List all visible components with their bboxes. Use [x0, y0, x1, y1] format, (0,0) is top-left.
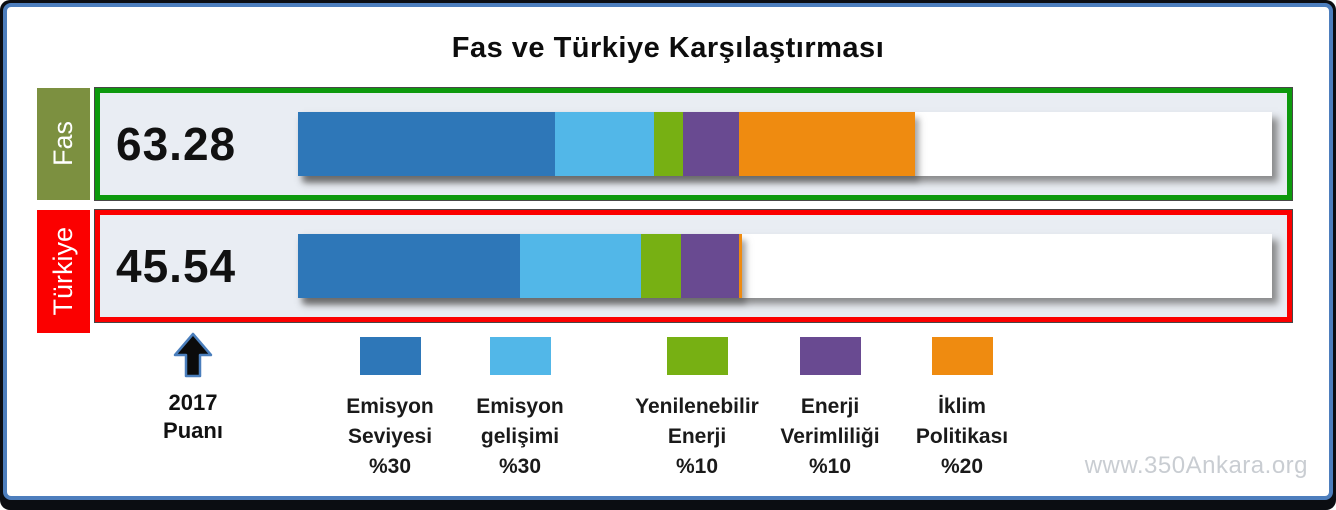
- legend-label: Yenilenebilir Enerji %10: [635, 395, 759, 478]
- bar-segment: [555, 112, 655, 176]
- up-arrow-icon: [173, 332, 213, 378]
- bar-segment: [640, 234, 681, 298]
- score-panel-fas: 63.28: [95, 88, 1292, 200]
- legend-label: Emisyon gelişimi %30: [476, 395, 564, 478]
- legend-swatch-emisyon-gelisimi: [489, 337, 551, 375]
- watermark: www.350Ankara.org: [1084, 452, 1308, 479]
- legend-swatch-emisyon-seviyesi: [359, 337, 421, 375]
- bar-segment: [739, 234, 743, 298]
- score-marker: 2017 Puanı: [148, 332, 238, 445]
- bar-segment: [298, 112, 556, 176]
- legend-swatch-enerji-verimliligi: [799, 337, 861, 375]
- score-value-fas: 63.28: [116, 118, 237, 170]
- legend-label: Enerji Verimliliği %10: [780, 395, 880, 478]
- bar-segment: [520, 234, 641, 298]
- row-label-fas: Fas: [37, 88, 90, 200]
- legend-item-yenilenebilir-enerji: Yenilenebilir Enerji %10: [607, 337, 787, 482]
- row-label-fas-text: Fas: [48, 121, 78, 167]
- bar-fill-türkiye: [298, 234, 743, 298]
- chart-title: Fas ve Türkiye Karşılaştırması: [451, 32, 885, 64]
- legend-item-emisyon-gelisimi: Emisyon gelişimi %30: [430, 337, 610, 482]
- legend-swatch-yenilenebilir-enerji: [666, 337, 728, 375]
- legend-swatch-iklim-politikasi: [931, 337, 993, 375]
- row-label-turkiye-text: Türkiye: [48, 227, 78, 316]
- legend-item-enerji-verimliligi: Enerji Verimliliği %10: [740, 337, 920, 482]
- bar-fill-fas: [298, 112, 915, 176]
- bar-track-turkiye: [298, 234, 1272, 298]
- score-marker-label: 2017 Puanı: [163, 390, 223, 443]
- legend-label: Emisyon Seviyesi %30: [346, 395, 434, 478]
- score-value-turkiye: 45.54: [116, 240, 237, 292]
- bar-segment: [680, 234, 740, 298]
- score-panel-turkiye: 45.54: [95, 210, 1292, 322]
- bar-segment: [654, 112, 683, 176]
- row-label-turkiye: Türkiye: [37, 210, 90, 333]
- bar-segment: [682, 112, 740, 176]
- bar-segment: [739, 112, 915, 176]
- legend-item-emisyon-seviyesi: Emisyon Seviyesi %30: [300, 337, 480, 482]
- legend-label: İklim Politikası %20: [915, 395, 1009, 478]
- bar-track-fas: [298, 112, 1272, 176]
- bar-segment: [298, 234, 521, 298]
- legend-item-iklim-politikasi: İklim Politikası %20: [872, 337, 1052, 482]
